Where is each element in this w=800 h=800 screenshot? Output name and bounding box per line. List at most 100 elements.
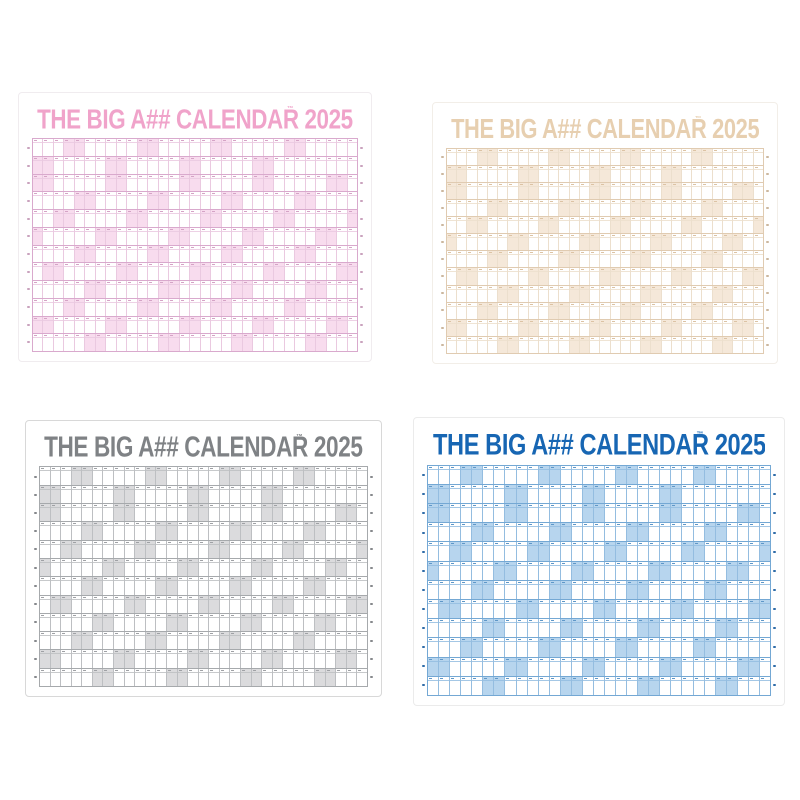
weekend-day-cell bbox=[315, 281, 327, 298]
day-cell bbox=[324, 467, 336, 485]
day-cell bbox=[456, 234, 467, 251]
day-cell bbox=[314, 595, 325, 613]
weekend-day-cell bbox=[303, 522, 315, 540]
day-cell bbox=[650, 302, 661, 319]
day-cell bbox=[325, 263, 337, 281]
month-tick-slot bbox=[766, 302, 769, 319]
day-cell bbox=[578, 319, 590, 336]
day-cell bbox=[466, 148, 477, 165]
poster-title-svg: THE BIG A## CALENDAR 2025 ™ bbox=[37, 103, 353, 131]
day-cell bbox=[271, 613, 283, 632]
day-cell bbox=[701, 268, 712, 285]
month-row bbox=[33, 155, 358, 174]
day-cell bbox=[261, 668, 272, 686]
day-cell bbox=[113, 632, 124, 650]
day-cell bbox=[324, 540, 336, 558]
day-cell bbox=[325, 156, 337, 174]
day-cell bbox=[220, 281, 232, 298]
day-cell bbox=[589, 268, 600, 285]
month-tick-mark bbox=[360, 182, 363, 185]
weekend-day-cell bbox=[356, 595, 367, 613]
month-tick-slot bbox=[766, 234, 769, 251]
day-cell bbox=[147, 156, 159, 174]
month-tick-slot bbox=[34, 467, 37, 485]
month-tick-mark bbox=[360, 341, 363, 344]
day-cell bbox=[615, 561, 627, 580]
day-cell bbox=[537, 182, 549, 199]
day-cell bbox=[714, 600, 726, 619]
day-cell bbox=[60, 504, 71, 522]
day-cell bbox=[356, 522, 367, 540]
day-cell bbox=[49, 467, 61, 485]
weekend-day-cell bbox=[466, 217, 477, 234]
weekend-day-cell bbox=[714, 619, 726, 638]
day-cell bbox=[314, 540, 325, 558]
weekend-day-cell bbox=[732, 182, 743, 199]
day-cell bbox=[714, 504, 726, 523]
day-cell bbox=[208, 504, 219, 522]
day-cell bbox=[91, 504, 103, 522]
day-cell bbox=[537, 336, 549, 354]
day-cell bbox=[609, 319, 620, 336]
day-cell bbox=[283, 263, 295, 281]
day-cell bbox=[102, 522, 113, 540]
month-ticks-right bbox=[766, 148, 769, 354]
day-cell bbox=[476, 285, 488, 302]
weekend-day-cell bbox=[507, 285, 518, 302]
day-cell bbox=[126, 316, 138, 334]
day-cell bbox=[609, 199, 620, 217]
weekend-day-cell bbox=[517, 165, 528, 182]
month-tick-slot bbox=[34, 486, 37, 504]
month-tick-mark bbox=[34, 621, 37, 624]
day-cell bbox=[115, 227, 127, 245]
day-cell bbox=[155, 613, 166, 632]
weekend-day-cell bbox=[558, 148, 569, 165]
day-cell bbox=[604, 561, 616, 580]
day-cell bbox=[197, 668, 209, 686]
day-cell bbox=[126, 192, 138, 210]
day-cell bbox=[592, 542, 605, 561]
day-cell bbox=[747, 542, 759, 561]
day-cell bbox=[189, 245, 201, 263]
month-row bbox=[40, 557, 367, 577]
weekend-day-cell bbox=[711, 251, 723, 268]
month-tick-mark bbox=[766, 173, 769, 176]
day-cell bbox=[599, 302, 610, 319]
month-row bbox=[33, 244, 358, 263]
day-cell bbox=[241, 174, 253, 192]
day-cell bbox=[105, 210, 117, 227]
day-cell bbox=[692, 619, 704, 638]
weekend-day-cell bbox=[581, 504, 594, 523]
day-cell bbox=[604, 523, 616, 542]
weekend-day-cell bbox=[33, 316, 43, 334]
weekend-day-cell bbox=[527, 268, 539, 285]
day-cell bbox=[282, 668, 293, 686]
day-cell bbox=[273, 298, 285, 316]
day-cell bbox=[229, 650, 240, 668]
month-tick-slot bbox=[441, 217, 444, 234]
month-tick-slot bbox=[422, 657, 425, 676]
day-cell bbox=[252, 281, 264, 298]
weekend-day-cell bbox=[283, 298, 295, 316]
day-cell bbox=[136, 334, 148, 351]
weekend-day-cell bbox=[599, 319, 610, 336]
day-cell bbox=[629, 319, 641, 336]
day-cell bbox=[725, 657, 737, 676]
weekend-day-cell bbox=[40, 485, 50, 504]
day-cell bbox=[752, 319, 764, 336]
day-cell bbox=[282, 577, 293, 595]
weekend-day-cell bbox=[438, 504, 450, 523]
month-tick-slot bbox=[441, 319, 444, 336]
poster-title-svg: THE BIG A## CALENDAR 2025 ™ bbox=[44, 432, 363, 460]
weekend-day-cell bbox=[497, 285, 508, 302]
day-cell bbox=[250, 540, 262, 558]
day-cell bbox=[144, 558, 156, 577]
weekend-day-cell bbox=[558, 302, 569, 319]
month-tick-slot bbox=[422, 599, 425, 618]
day-cell bbox=[52, 227, 64, 245]
day-cell bbox=[262, 245, 274, 263]
day-cell bbox=[558, 182, 569, 199]
day-cell bbox=[356, 668, 367, 686]
month-tick-slot bbox=[441, 200, 444, 217]
month-tick-mark bbox=[773, 588, 776, 591]
